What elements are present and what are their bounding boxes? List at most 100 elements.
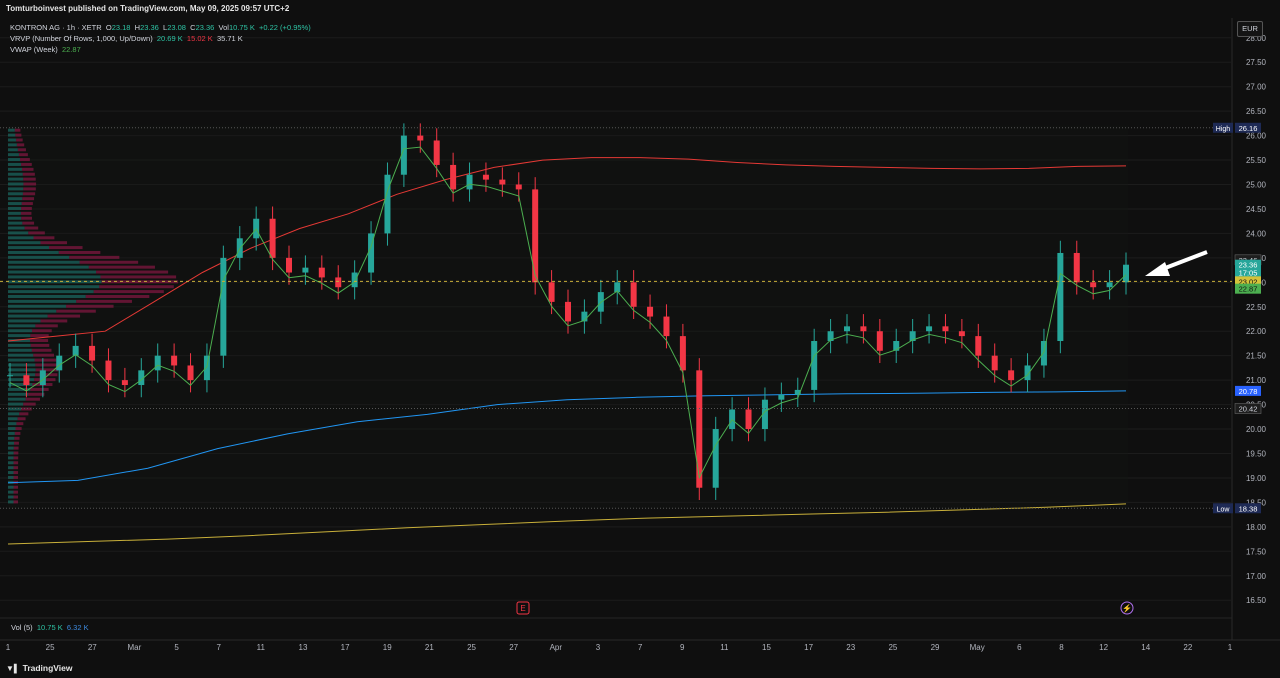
volume-profile-bar <box>56 309 96 313</box>
volume-profile-bar <box>8 265 89 269</box>
candle-body[interactable] <box>138 370 145 386</box>
candle-body[interactable] <box>335 277 342 288</box>
candle-body[interactable] <box>220 257 227 356</box>
volume-profile-bar <box>21 206 32 210</box>
candle-body[interactable] <box>1008 370 1015 381</box>
candle-body[interactable] <box>614 282 621 293</box>
currency-button[interactable]: EUR <box>1237 21 1263 37</box>
candle-body[interactable] <box>154 355 161 371</box>
tradingview-logo[interactable]: ▼▌ TradingView <box>6 663 73 673</box>
candle-body[interactable] <box>450 164 457 190</box>
candle-body[interactable] <box>926 326 933 332</box>
volume-profile-bar <box>8 329 33 333</box>
dividend-icon[interactable]: ⚡ <box>1120 601 1134 615</box>
candle-body[interactable] <box>171 355 178 366</box>
candle-body[interactable] <box>515 184 522 190</box>
candle-body[interactable] <box>778 394 785 400</box>
candle-body[interactable] <box>384 174 391 234</box>
candle-body[interactable] <box>351 272 358 288</box>
volume-profile-bar <box>8 236 34 240</box>
volume-profile-bar <box>21 407 32 411</box>
candle-body[interactable] <box>827 331 834 342</box>
candle-body[interactable] <box>121 380 128 386</box>
x-tick-label: 23 <box>846 643 855 652</box>
candle-body[interactable] <box>663 316 670 337</box>
candle-body[interactable] <box>7 375 13 377</box>
candle-body[interactable] <box>679 336 686 371</box>
volume-profile-bar <box>16 143 25 147</box>
candle-body[interactable] <box>1057 252 1064 342</box>
candle-body[interactable] <box>286 257 292 273</box>
candle-body[interactable] <box>1024 365 1031 381</box>
candle-body[interactable] <box>893 341 900 351</box>
candle-body[interactable] <box>844 326 850 332</box>
candle-body[interactable] <box>532 189 539 283</box>
candle-body[interactable] <box>1106 282 1113 288</box>
price-chart[interactable]: 28.00 27.50 27.00 26.50 26.00 25.50 25.00 24.50… <box>0 0 1280 660</box>
volume-profile-bar <box>23 187 36 191</box>
vwap-label[interactable]: VWAP (Week) <box>10 45 58 54</box>
candle-body[interactable] <box>958 331 965 337</box>
candle-body[interactable] <box>581 311 588 322</box>
volume-legend-label[interactable]: Vol (5) <box>11 623 33 632</box>
candle-body[interactable] <box>860 326 867 332</box>
candle-body[interactable] <box>548 282 555 302</box>
candle-body[interactable] <box>368 233 375 273</box>
vrvp-label[interactable]: VRVP (Number Of Rows, 1,000, Up/Down) <box>10 34 153 43</box>
candle-body[interactable] <box>696 370 703 488</box>
x-tick-label: 6 <box>1017 643 1022 652</box>
volume-profile-bar <box>8 407 22 411</box>
candle-body[interactable] <box>187 365 194 381</box>
candle-body[interactable] <box>466 174 473 190</box>
volume-profile-bar <box>8 431 15 435</box>
symbol-label[interactable]: KONTRON AG · 1h · XETR <box>10 23 102 32</box>
price-label-box <box>1235 259 1261 270</box>
y-tick-label: 25.50 <box>1246 156 1267 165</box>
candle-body[interactable] <box>433 140 440 165</box>
candle-body[interactable] <box>499 179 506 185</box>
candle-body[interactable] <box>23 375 30 386</box>
candle-body[interactable] <box>417 135 424 141</box>
candle-body[interactable] <box>909 331 916 342</box>
candle-body[interactable] <box>89 345 96 361</box>
x-tick-label: 27 <box>509 643 518 652</box>
candle-body[interactable] <box>565 301 571 322</box>
earnings-icon[interactable]: E <box>516 601 530 615</box>
tradingview-brand: TradingView <box>22 663 73 673</box>
volume-profile-bar <box>8 250 59 254</box>
candle-body[interactable] <box>745 409 752 430</box>
price-label-tag: Low <box>1217 506 1231 513</box>
close-value: 23.36 <box>195 23 215 32</box>
candle-body[interactable] <box>761 399 768 430</box>
vwap-row: VWAP (Week) 22.87 <box>10 44 311 55</box>
candle-body[interactable] <box>203 355 210 381</box>
candle-body[interactable] <box>942 326 949 332</box>
candle-body[interactable] <box>647 306 654 317</box>
candle-body[interactable] <box>56 355 63 371</box>
candle-body[interactable] <box>1090 282 1097 288</box>
candle-body[interactable] <box>72 345 79 356</box>
candle-body[interactable] <box>811 341 818 390</box>
candle-body[interactable] <box>1123 264 1129 283</box>
volume-profile-bar <box>13 485 19 489</box>
candle-body[interactable] <box>794 389 801 395</box>
candle-body[interactable] <box>1040 341 1047 366</box>
candle-body[interactable] <box>318 267 325 278</box>
price-label-tag-box <box>1213 503 1233 514</box>
candle-body[interactable] <box>400 135 407 175</box>
candle-body[interactable] <box>1073 252 1080 283</box>
candle-body[interactable] <box>302 267 309 273</box>
volume-profile-bar <box>30 343 50 347</box>
candle-body[interactable] <box>39 370 46 386</box>
candle-body[interactable] <box>269 218 276 258</box>
candle-body[interactable] <box>712 429 719 488</box>
candle-body[interactable] <box>482 174 489 180</box>
volume-profile-bar <box>40 241 68 245</box>
candle-body[interactable] <box>876 331 883 351</box>
candle-body[interactable] <box>975 336 982 356</box>
candle-body[interactable] <box>630 282 637 307</box>
price-label-box <box>1234 403 1262 414</box>
candle-body[interactable] <box>105 360 112 381</box>
candle-body[interactable] <box>991 355 998 371</box>
y-tick-label: 18.50 <box>1246 498 1267 507</box>
